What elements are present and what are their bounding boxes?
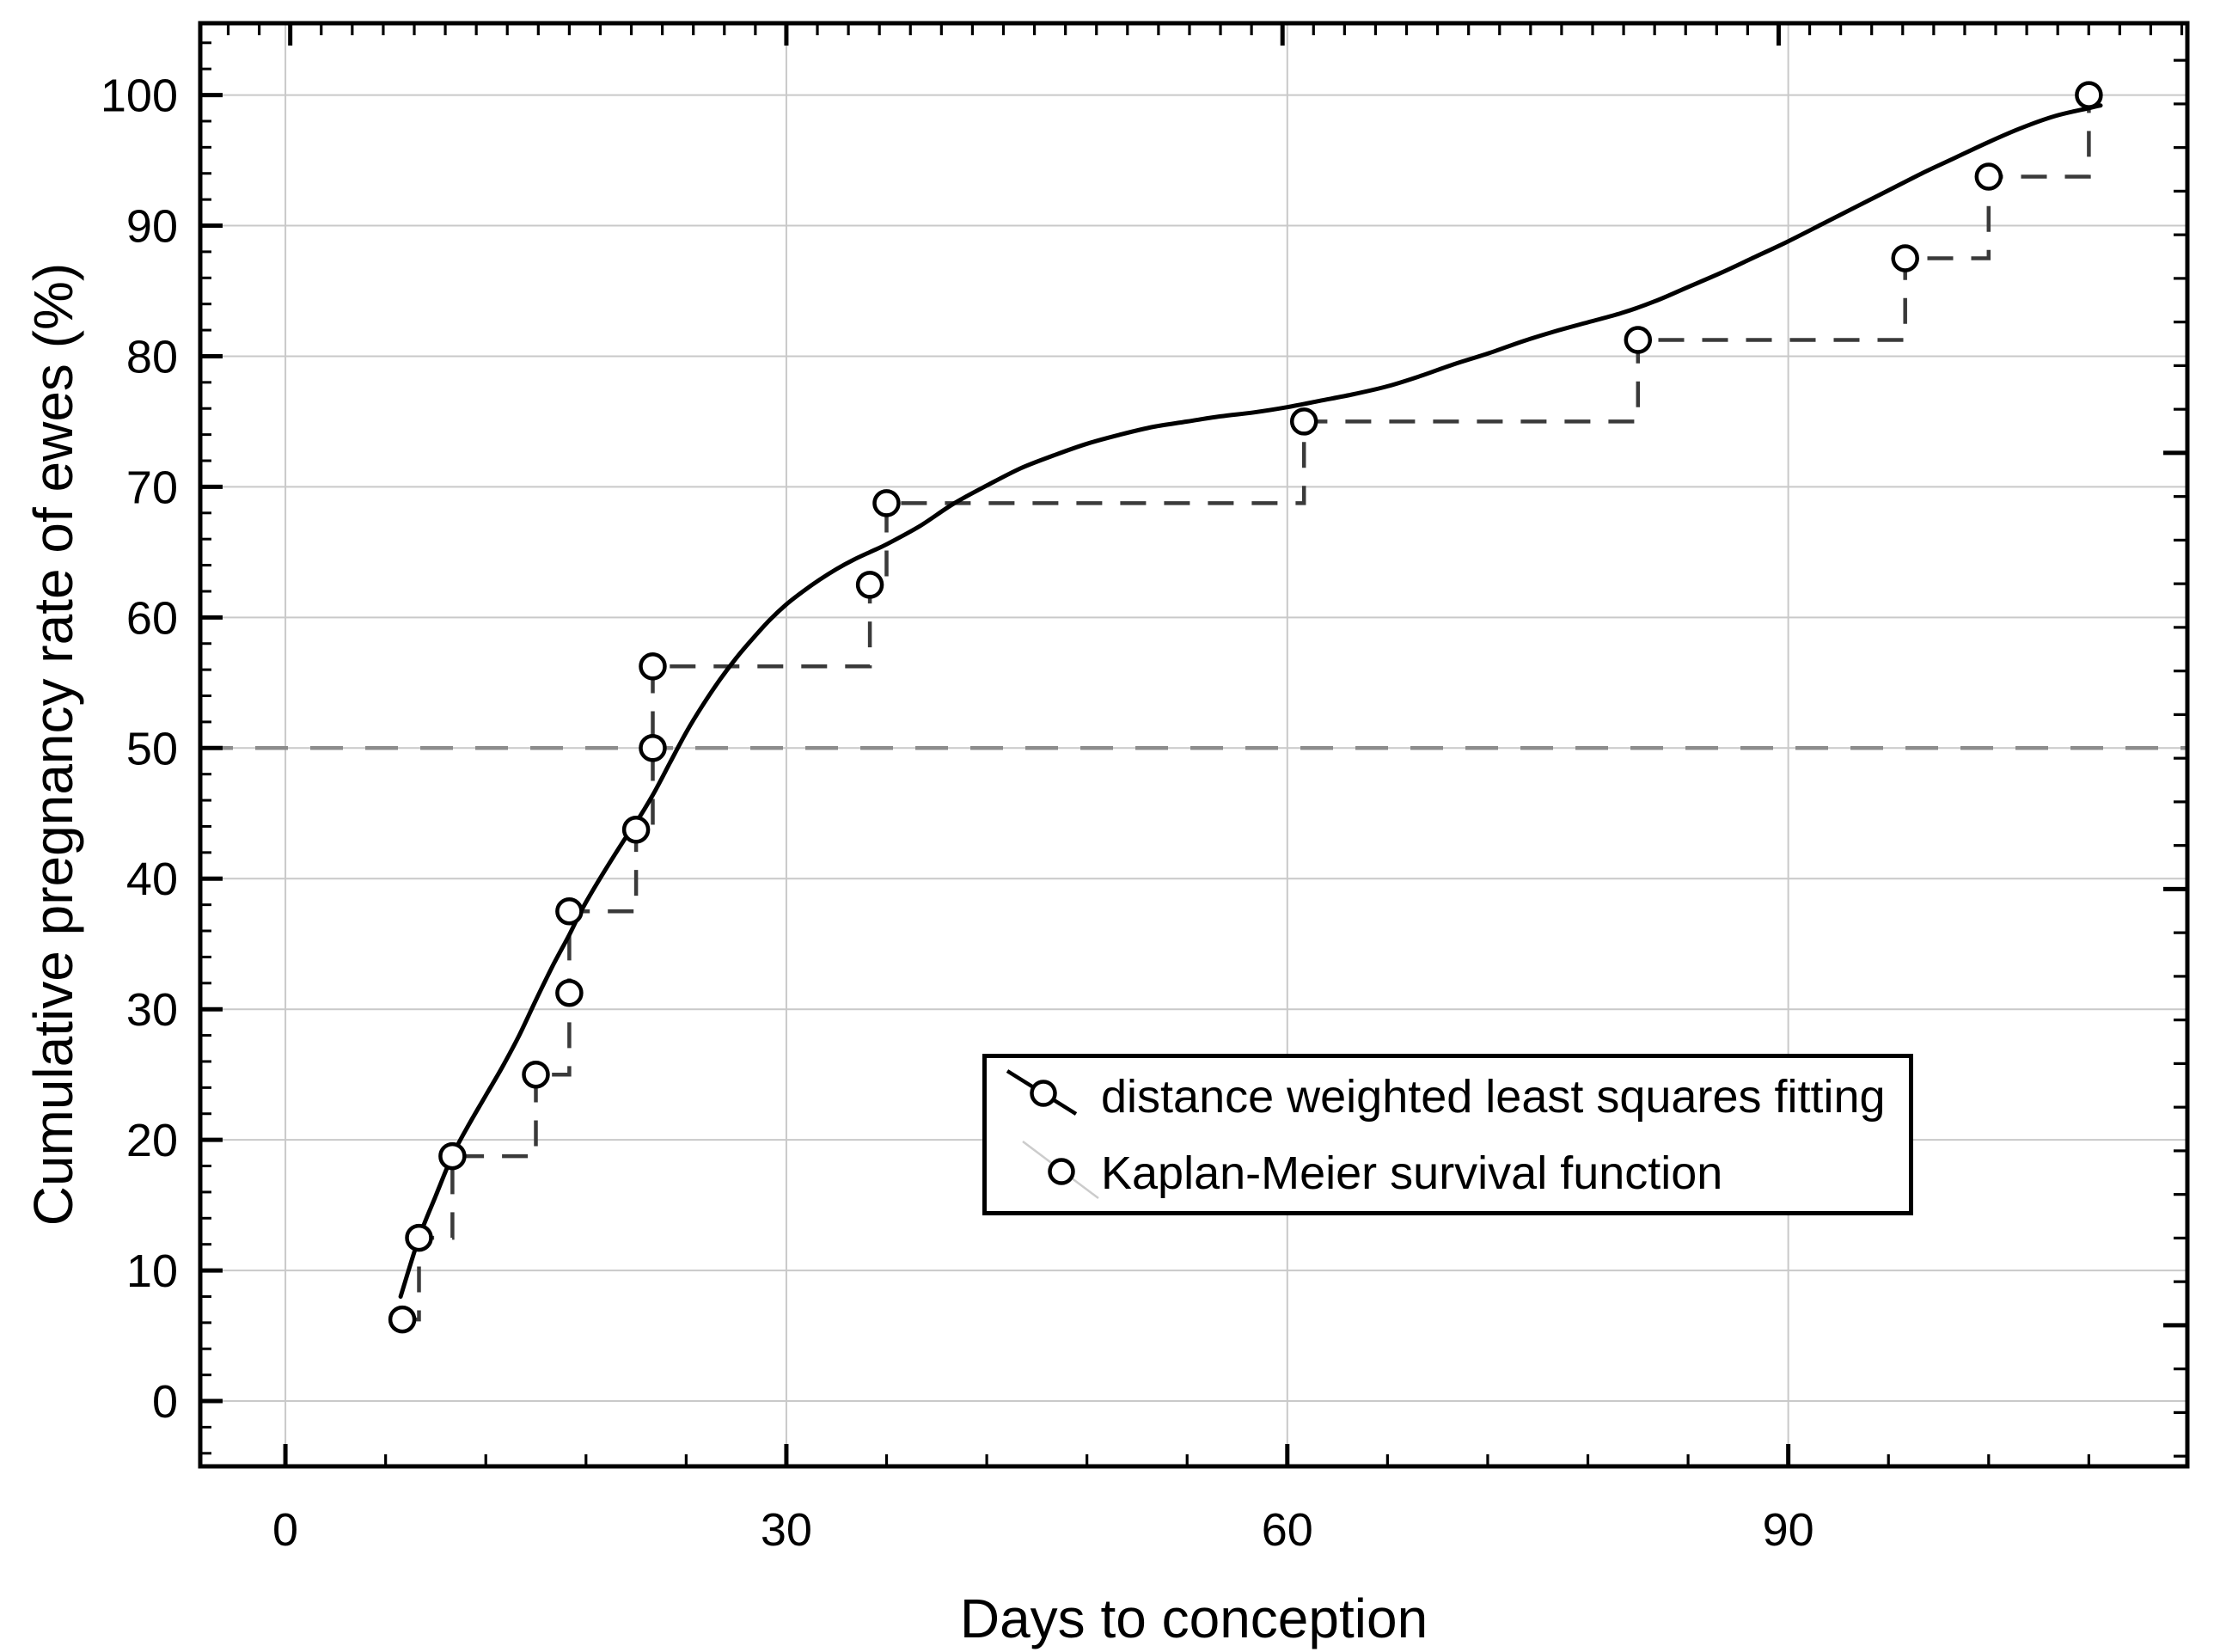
y-tick-label: 90 xyxy=(126,201,178,253)
y-tick-label: 50 xyxy=(126,723,178,774)
tick-labels: 0 30 60 90 0 10 20 30 40 50 60 70 80 90 100 xyxy=(101,70,1814,1556)
frame-rect xyxy=(198,21,2190,1469)
dwls-line-sample-icon xyxy=(987,1058,1101,1135)
km-step-lines xyxy=(402,95,2091,1322)
km-data-point xyxy=(2075,81,2103,109)
km-data-point xyxy=(621,816,651,844)
km-points xyxy=(388,81,2103,1334)
km-data-point xyxy=(388,1305,417,1334)
km-data-point xyxy=(1624,326,1653,354)
plot-frame xyxy=(198,21,2190,1469)
x-tick-label: 60 xyxy=(1262,1504,1313,1556)
y-axis-title: Cumulative pregnancy rate of ewes (%) xyxy=(22,262,84,1227)
km-data-point xyxy=(639,734,667,762)
km-data-point xyxy=(438,1141,467,1171)
km-data-point xyxy=(855,571,884,599)
km-data-point xyxy=(1974,162,2003,191)
km-marker-icon xyxy=(987,1135,1101,1211)
legend: distance weighted least squares fitting … xyxy=(982,1054,1913,1215)
y-tick-label: 30 xyxy=(126,984,178,1036)
y-tick-label: 10 xyxy=(126,1245,178,1297)
x-tick-label: 90 xyxy=(1763,1504,1814,1556)
y-tick-label: 100 xyxy=(101,70,178,122)
km-data-point xyxy=(555,896,584,926)
km-data-point xyxy=(1891,244,1919,272)
y-tick-label: 60 xyxy=(126,592,178,644)
gridlines xyxy=(200,23,2187,1466)
y-tick-label: 20 xyxy=(126,1115,178,1166)
y-tick-label: 40 xyxy=(126,854,178,905)
y-tick-label: 70 xyxy=(126,462,178,513)
km-data-point xyxy=(522,1060,550,1089)
x-tick-label: 0 xyxy=(272,1504,298,1556)
x-tick-label: 30 xyxy=(761,1504,812,1556)
km-data-point xyxy=(872,489,901,517)
km-data-point xyxy=(639,652,667,681)
legend-label-dwls: distance weighted least squares fitting xyxy=(1101,1070,1886,1123)
km-data-point xyxy=(405,1223,433,1252)
km-step-path xyxy=(402,95,2091,1322)
y-tick-label: 0 xyxy=(152,1376,178,1428)
legend-item-km: Kaplan-Meier survival function xyxy=(987,1135,1909,1211)
x-axis-title: Days to conception xyxy=(959,1588,1428,1649)
y-tick-label: 80 xyxy=(126,331,178,382)
km-data-point xyxy=(555,978,584,1007)
km-data-point xyxy=(1289,407,1318,436)
legend-item-dwls: distance weighted least squares fitting xyxy=(987,1058,1909,1135)
legend-label-km: Kaplan-Meier survival function xyxy=(1101,1147,1723,1199)
axis-ticks xyxy=(200,23,2187,1466)
